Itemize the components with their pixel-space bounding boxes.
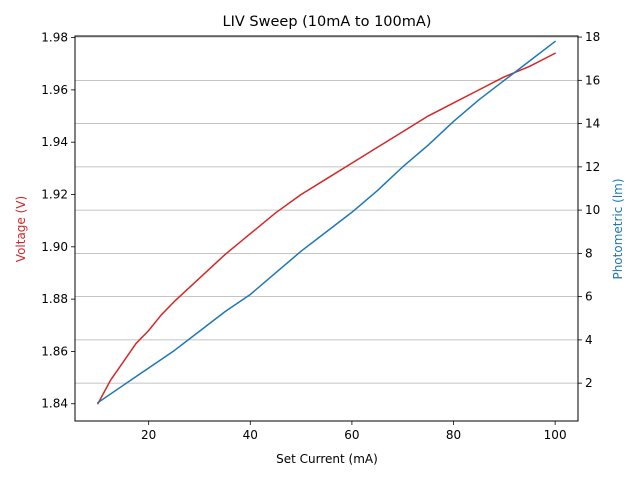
y-left-tick-label: 1.96 — [41, 83, 68, 97]
y-left-tick-label: 1.88 — [41, 292, 68, 306]
y-axis-left: 1.84 1.86 1.88 1.90 1.92 1.94 1.96 1.98 — [41, 31, 75, 411]
x-tick-label: 20 — [141, 428, 156, 442]
grid-lines — [75, 36, 578, 384]
x-axis: 20 40 60 80 100 — [141, 421, 567, 442]
y-right-tick-label: 2 — [585, 376, 593, 390]
y-right-tick-label: 4 — [585, 333, 593, 347]
y-right-tick-label: 10 — [585, 203, 600, 217]
y-left-tick-label: 1.90 — [41, 240, 68, 254]
x-axis-title: Set Current (mA) — [276, 452, 378, 466]
y-right-tick-label: 18 — [585, 30, 600, 44]
y-right-tick-label: 16 — [585, 73, 600, 87]
voltage-series-line — [97, 52, 556, 405]
y-right-tick-label: 12 — [585, 160, 600, 174]
y-axis-right: 2 4 6 8 10 12 14 16 18 — [578, 30, 600, 390]
x-tick-label: 40 — [243, 428, 258, 442]
plot-frame — [74, 35, 579, 422]
y-right-tick-label: 14 — [585, 117, 600, 131]
chart-title: LIV Sweep (10mA to 100mA) — [223, 14, 432, 30]
y-right-tick-label: 8 — [585, 246, 593, 260]
y-axis-right-title: Photometric (lm) — [611, 178, 625, 279]
y-axis-left-title: Voltage (V) — [14, 196, 28, 262]
y-left-tick-label: 1.94 — [41, 135, 68, 149]
y-left-tick-label: 1.84 — [41, 397, 68, 411]
photometric-series-line — [97, 40, 556, 404]
y-left-tick-label: 1.92 — [41, 187, 68, 201]
y-left-tick-label: 1.98 — [41, 31, 68, 45]
y-right-tick-label: 6 — [585, 290, 593, 304]
x-tick-label: 100 — [544, 428, 567, 442]
y-left-tick-label: 1.86 — [41, 344, 68, 358]
x-tick-label: 80 — [446, 428, 461, 442]
x-tick-label: 60 — [344, 428, 359, 442]
series-layer — [97, 40, 556, 405]
